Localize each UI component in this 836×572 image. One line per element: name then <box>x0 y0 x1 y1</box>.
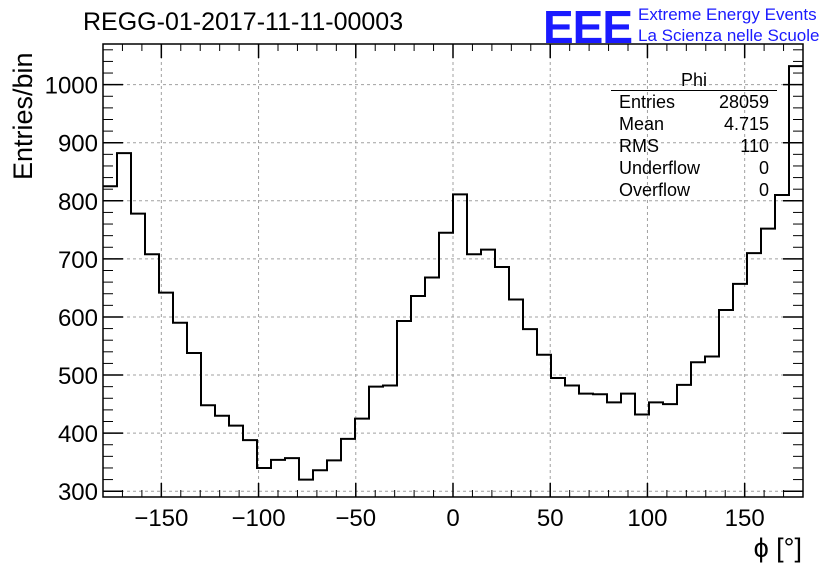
histogram-bin <box>761 229 775 497</box>
histogram-bin <box>285 458 299 497</box>
histogram-bin <box>747 253 761 497</box>
histogram-bin <box>705 356 719 497</box>
stats-row-value: 0 <box>758 158 769 178</box>
stats-row: Underflow 0 <box>611 157 777 179</box>
histogram-bin <box>397 321 411 497</box>
stats-row-value: 110 <box>740 136 769 156</box>
histogram-bin <box>201 405 215 497</box>
histogram-bin <box>775 195 789 497</box>
x-tick-label: 100 <box>627 505 667 532</box>
x-tick-label: −150 <box>134 505 188 532</box>
histogram-bin <box>719 310 733 497</box>
histogram-bin <box>621 394 635 497</box>
chart-title: REGG-01-2017-11-11-00003 <box>83 8 404 36</box>
logo-caption-line-1: Extreme Energy Events <box>638 5 817 24</box>
histogram-bin <box>173 323 187 497</box>
histogram-bin <box>593 394 607 497</box>
x-tick-label: −50 <box>335 505 376 532</box>
histogram-bin <box>425 277 439 497</box>
histogram-bin <box>481 250 495 497</box>
x-tick-label: 0 <box>446 505 459 532</box>
logo-caption-line-2: La Scienza nelle Scuole <box>638 26 820 45</box>
histogram-bin <box>411 296 425 497</box>
histogram-bin <box>495 267 509 497</box>
histogram-bin <box>677 385 691 497</box>
y-tick-label: 700 <box>58 247 98 274</box>
stats-row: RMS 110 <box>611 135 777 157</box>
histogram-bin <box>607 402 621 497</box>
y-tick-label: 1000 <box>45 73 98 100</box>
x-tick-label: 150 <box>725 505 765 532</box>
histogram-bin <box>299 480 313 497</box>
histogram-bin <box>131 214 145 497</box>
histogram-bin <box>453 194 467 497</box>
stats-row: Overflow 0 <box>611 179 777 201</box>
histogram-line <box>103 65 803 481</box>
stats-row-value: 28059 <box>718 92 769 112</box>
histogram-bin <box>537 355 551 497</box>
x-tick-label: −100 <box>232 505 286 532</box>
stats-row: Mean 4.715 <box>611 113 777 135</box>
histogram-bin <box>663 404 677 497</box>
histogram-bin <box>551 378 565 497</box>
histogram-bin <box>733 284 747 497</box>
x-tick-label: 50 <box>537 505 564 532</box>
stats-row-label: Underflow <box>619 158 701 178</box>
y-tick-label: 300 <box>58 479 98 506</box>
histogram-bin <box>579 394 593 497</box>
axes: −150 −100 −50 0 50 100 150 300 400 500 600 700 800 90… <box>45 43 804 532</box>
histogram-bin <box>649 402 663 497</box>
y-tick-label: 400 <box>58 421 98 448</box>
histogram-series <box>103 65 803 497</box>
histogram-bin <box>313 470 327 497</box>
histogram-bin <box>509 300 523 497</box>
histogram-bin <box>691 362 705 497</box>
stats-row-label: Entries <box>619 92 676 112</box>
y-tick-label: 800 <box>58 189 98 216</box>
histogram-bin <box>523 329 537 497</box>
y-tick-label: 600 <box>58 305 98 332</box>
histogram-bin <box>565 385 579 497</box>
stats-rows: Entries 28059 Mean 4.715 RMS 110 Underflow 0 Ove… <box>611 91 777 201</box>
histogram-bin <box>369 387 383 497</box>
histogram-bin <box>467 254 481 497</box>
x-axis-label: ϕ [°] <box>753 533 802 563</box>
histogram-bin <box>117 153 131 497</box>
stats-row: Entries 28059 <box>611 91 777 113</box>
histogram-bin <box>103 186 117 497</box>
stats-row-label: Overflow <box>619 180 691 200</box>
histogram-bin <box>355 419 369 497</box>
histogram-bin <box>215 416 229 497</box>
stats-row-value: 0 <box>758 180 769 200</box>
histogram-bin <box>145 254 159 497</box>
histogram-bin <box>243 440 257 497</box>
y-tick-label: 500 <box>58 363 98 390</box>
stats-row-value: 4.715 <box>723 114 769 134</box>
histogram-bin <box>159 293 173 497</box>
y-tick-label: 900 <box>58 131 98 158</box>
histogram-bin <box>327 460 341 497</box>
histogram-bin <box>383 385 397 497</box>
histogram-bin <box>229 426 243 497</box>
stats-row-label: Mean <box>619 114 665 134</box>
histogram-bin <box>341 439 355 497</box>
histogram-bin <box>187 353 201 497</box>
histogram-bin <box>439 233 453 497</box>
stats-box: Phi Entries 28059 Mean 4.715 RMS 110 Underflow… <box>611 70 777 201</box>
stats-box-name: Phi <box>611 70 777 91</box>
logo-caption: Extreme Energy Events La Scienza nelle S… <box>638 4 819 46</box>
stats-row-label: RMS <box>619 136 659 156</box>
